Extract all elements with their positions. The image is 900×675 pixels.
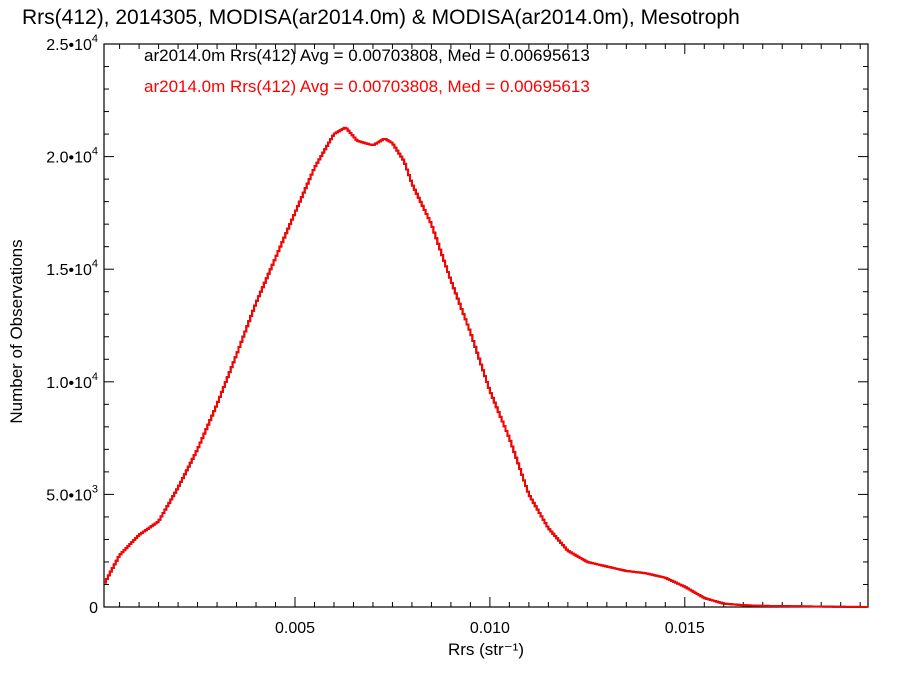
chart-title: Rrs(412), 2014305, MODISA(ar2014.0m) & M… [22, 6, 740, 29]
y-tick-exponent: 4 [92, 146, 98, 158]
y-tick-label: 2.0•104 [46, 146, 98, 167]
y-tick-label: 0 [89, 600, 98, 617]
y-tick-exponent: 4 [92, 258, 98, 270]
y-axis-label: Number of Observations [7, 239, 26, 423]
series-layer [104, 126, 868, 608]
y-tick-exponent: 3 [92, 483, 98, 495]
x-tick-label: 0.005 [275, 620, 315, 637]
y-tick-mantissa: 2.5•10 [46, 37, 92, 54]
y-tick-label: 1.5•104 [46, 258, 98, 279]
y-tick-label: 5.0•103 [46, 483, 98, 504]
y-tick-exponent: 4 [92, 371, 98, 383]
y-tick-mantissa: 2.0•10 [46, 150, 92, 167]
y-tick-label: 1.0•104 [46, 371, 98, 392]
x-axis-label: Rrs (str⁻¹) [448, 640, 524, 659]
y-tick-mantissa: 1.0•10 [46, 375, 92, 392]
y-tick-label: 2.5•104 [46, 33, 98, 54]
x-tick-label: 0.015 [665, 620, 705, 637]
x-axis: 0.005 0.010 0.015 [119, 44, 861, 637]
legend-entry-black: ar2014.0m Rrs(412) Avg = 0.00703808, Med… [144, 46, 590, 65]
y-tick-mantissa: 5.0•10 [46, 487, 92, 504]
x-tick-label: 0.010 [470, 620, 510, 637]
y-tick-exponent: 4 [92, 33, 98, 45]
legend-entry-red: ar2014.0m Rrs(412) Avg = 0.00703808, Med… [144, 77, 590, 96]
legend: ar2014.0m Rrs(412) Avg = 0.00703808, Med… [144, 46, 590, 96]
plot-frame [103, 43, 869, 608]
y-tick-mantissa: 1.5•10 [46, 262, 92, 279]
histogram-series-black [104, 126, 868, 608]
histogram-series-red [104, 126, 868, 608]
